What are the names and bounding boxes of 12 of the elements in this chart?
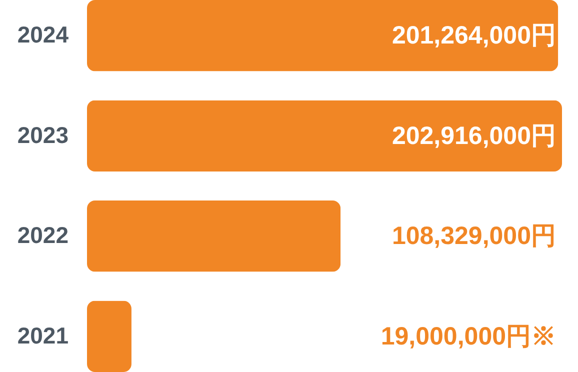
data-label: 108,329,000円 <box>392 222 556 250</box>
bar <box>87 200 341 272</box>
y-tick-label: 2021 <box>17 322 69 348</box>
data-label: 19,000,000円※ <box>380 322 556 350</box>
bar <box>87 300 132 372</box>
data-label: 202,916,000円 <box>392 122 556 150</box>
bar <box>87 0 558 72</box>
data-label: 201,264,000円 <box>392 22 556 50</box>
y-tick-label: 2024 <box>17 22 69 48</box>
bar <box>87 100 562 172</box>
y-tick-label: 2022 <box>17 222 68 248</box>
y-tick-label: 2023 <box>17 122 68 148</box>
